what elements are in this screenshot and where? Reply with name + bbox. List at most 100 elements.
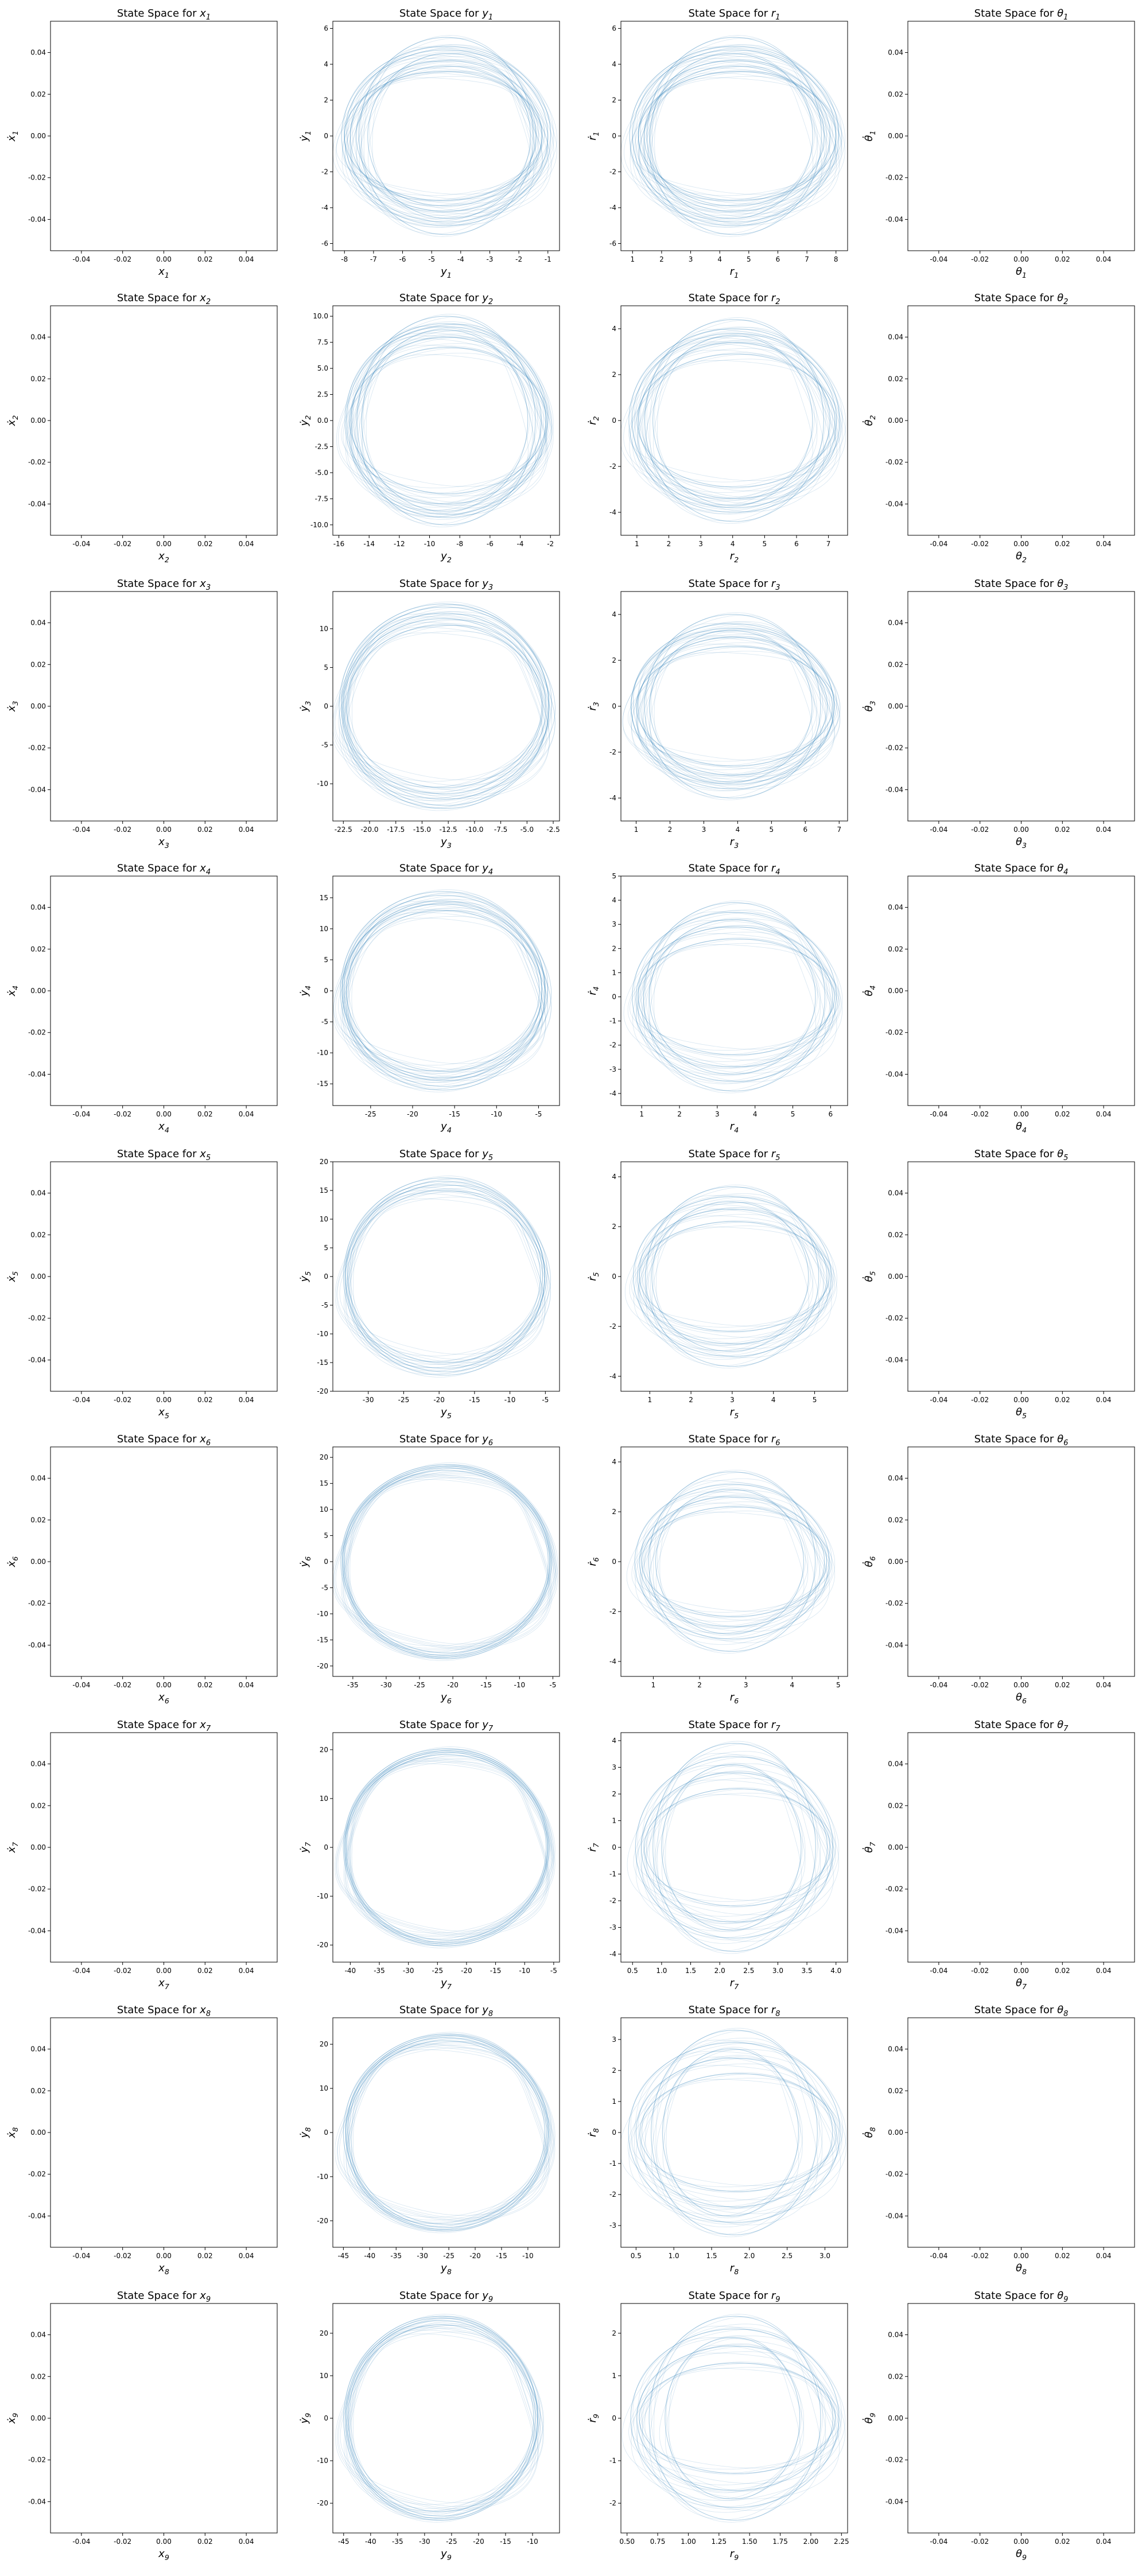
trajectory-series-1-variant-4: [337, 2046, 547, 2219]
axes-frame: [907, 591, 1135, 822]
subplot-title: State Space for r2: [688, 292, 780, 306]
trajectory-series-5: [650, 53, 813, 219]
x-tick-label: 0.00: [1013, 1396, 1029, 1404]
y-tick-label: 0.00: [30, 1843, 46, 1851]
trajectory-series-7-variant-3: [644, 71, 830, 201]
trajectory-series-3-variant-4: [637, 623, 821, 789]
axes-frame: [907, 1446, 1135, 1677]
axes-frame: [907, 2303, 1135, 2534]
trajectory-series-5-variant-1: [654, 333, 815, 508]
trajectory-series-1: [341, 613, 546, 800]
trajectory-series-2: [628, 328, 840, 513]
trajectory-series-4-variant-3: [636, 651, 838, 762]
y-tick-label: -0.02: [28, 1885, 46, 1893]
trajectory-series-2-variant-3: [630, 53, 845, 219]
trajectory-series-4-variant-3: [349, 353, 552, 488]
subplot-title: State Space for y4: [399, 862, 493, 877]
trajectory-series-1-variant-3: [346, 2044, 553, 2221]
x-tick-label: 1.5: [706, 2252, 717, 2260]
trajectory-series-6-variant-2: [636, 628, 841, 784]
y-tick-label: 2: [612, 2329, 616, 2337]
x-tick-label: -0.04: [930, 540, 947, 548]
trajectory-series-1: [635, 926, 833, 1068]
y-tick-label: -3: [609, 1924, 616, 1932]
x-tick-label: 5: [836, 1681, 841, 1689]
trajectory-series-4-variant-2: [643, 71, 842, 201]
x-tick-label: 2: [677, 1110, 682, 1118]
subplot-title: State Space for x5: [117, 1148, 211, 1162]
x-tick-label: -4: [517, 540, 524, 548]
x-tick-label: -0.02: [971, 2538, 989, 2546]
trajectory-series-4-variant-2: [347, 896, 551, 1086]
trajectory-series-1-variant-1: [348, 2318, 538, 2519]
trajectory-series-3-variant-3: [348, 2332, 539, 2505]
trajectory-series-4-variant-4: [336, 1190, 546, 1363]
trajectory-series-4-variant-3: [345, 1188, 551, 1365]
trajectory-series-4-variant-1: [347, 1179, 547, 1374]
x-axis-label: y9: [440, 2548, 452, 2562]
subplot-title: State Space for θ3: [974, 578, 1069, 592]
trajectory-series-3: [347, 2324, 534, 2512]
trajectory-series-3-variant-3: [347, 631, 548, 782]
trajectory-series-1-variant-2: [351, 1185, 549, 1368]
x-tick-label: -0.04: [930, 1967, 947, 1975]
trajectory-series-4: [639, 1221, 830, 1332]
trajectory-series-2-variant-4: [333, 1473, 553, 1650]
trajectory-series-5: [343, 618, 543, 795]
trajectory-series-6-variant-1: [634, 48, 839, 224]
y-tick-label: -3: [609, 2221, 616, 2229]
trajectory-series-7-variant-1: [358, 64, 539, 208]
x-tick-label: -0.02: [971, 1396, 989, 1404]
axes-frame: [50, 305, 278, 536]
y-tick-label: -1: [609, 1870, 616, 1878]
x-tick-label: -10: [424, 540, 436, 548]
x-tick-label: -0.02: [114, 255, 131, 263]
trajectory-series-3: [645, 1186, 819, 1367]
trajectory-series-1-variant-2: [642, 2346, 839, 2491]
trajectory-series-4-variant-4: [333, 616, 550, 796]
x-tick-label: 0.04: [1096, 826, 1112, 834]
trajectory-series-3-variant-1: [647, 1184, 821, 1369]
subplot-title: State Space for θ9: [974, 2290, 1069, 2304]
y-tick-label: 0.04: [888, 904, 903, 912]
x-tick-label: -10: [519, 1967, 530, 1975]
trajectory-series-2-variant-4: [335, 1758, 550, 1937]
trajectory-series-1-variant-3: [345, 1759, 554, 1936]
y-tick-label: -0.02: [28, 1314, 46, 1322]
x-tick-label: -20: [461, 1967, 472, 1975]
y-tick-label: 2: [612, 2067, 616, 2075]
y-tick-label: 0.04: [30, 904, 46, 912]
y-tick-label: -4: [609, 1372, 616, 1380]
x-tick-label: 4: [790, 1681, 794, 1689]
trajectory-series-3: [643, 902, 826, 1092]
trajectory-series-4-variant-3: [342, 902, 551, 1080]
y-tick-label: 0.04: [30, 49, 46, 57]
x-axis-label: r4: [730, 1120, 739, 1134]
x-tick-label: -0.04: [72, 540, 90, 548]
x-axis-label: x1: [158, 266, 169, 279]
trajectory-series-6-variant-3: [344, 56, 554, 216]
x-axis-label: y4: [440, 1120, 452, 1134]
y-tick-label: 0: [612, 1273, 616, 1281]
trajectory-series-3-variant-3: [346, 1761, 553, 1933]
trajectory-series-3: [345, 909, 540, 1072]
axes-frame: [907, 2017, 1135, 2248]
x-tick-label: 3.0: [819, 2252, 830, 2260]
subplot-theta-9: -0.04 -0.02 0.00 0.02 0.04 -0.04 -0.02 0.00 0.02…: [862, 2290, 1135, 2562]
y-tick-label: -0.02: [28, 2170, 46, 2178]
y-tick-label: 0.00: [30, 987, 46, 995]
x-tick-label: 0.02: [197, 1967, 213, 1975]
y-tick-label: 3: [612, 1763, 616, 1771]
subplot-x-9: -0.04 -0.02 0.00 0.02 0.04 -0.04 -0.02 0.00 0.02…: [6, 2290, 278, 2562]
trajectory-series-6-variant-1: [346, 48, 551, 224]
y-tick-label: 6: [612, 25, 616, 33]
x-tick-label: 0.04: [239, 540, 254, 548]
y-tick-label: -4: [609, 794, 616, 802]
trajectory-series-2-variant-4: [624, 1204, 832, 1349]
trajectory-series-1-variant-3: [639, 1501, 830, 1622]
x-tick-label: 0.04: [239, 2252, 254, 2260]
trajectory-series-2-variant-1: [632, 2326, 842, 2510]
y-tick-label: 2: [612, 371, 616, 379]
x-tick-label: 7: [837, 826, 841, 834]
subplot-title: State Space for θ5: [974, 1148, 1069, 1162]
